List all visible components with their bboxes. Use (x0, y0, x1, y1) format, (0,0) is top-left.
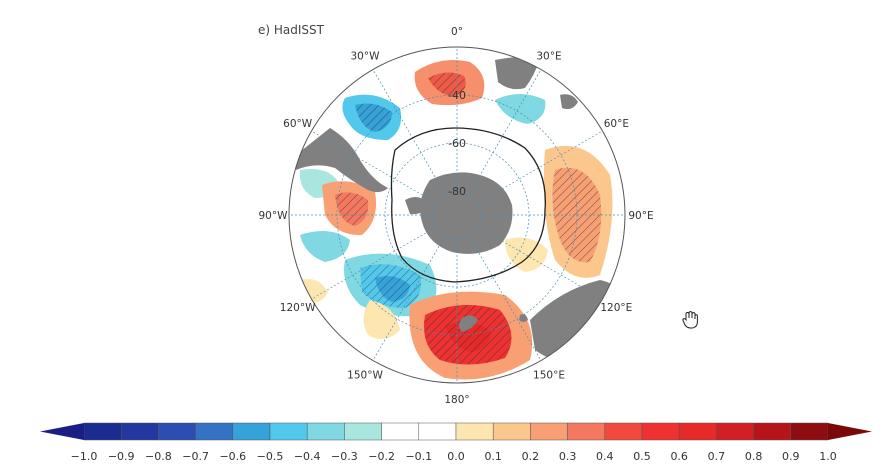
colorbar-swatch (232, 422, 271, 441)
colorbar-tick-label: −0.7 (182, 450, 209, 463)
colorbar-tick-label: 0.1 (484, 450, 502, 463)
colorbar-swatch (678, 422, 717, 441)
ice-edge-contour (390, 127, 546, 283)
colorbar-tick-label: −0.4 (294, 450, 321, 463)
meridian-line (468, 235, 542, 361)
longitude-label: 150°E (533, 369, 565, 381)
longitude-label: 30°E (536, 51, 561, 63)
colorbar (40, 422, 872, 441)
meridian-line (372, 69, 446, 195)
colorbar-tick-label: 0.4 (596, 450, 614, 463)
longitude-labels: 0° 30°E 60°E 90°E 120°E 150°E 180° 150°W 120°W 90… (259, 26, 654, 406)
colorbar-tick-label: 1.0 (819, 450, 837, 463)
meridian-line (477, 130, 603, 204)
colorbar-tick-label: 0.9 (782, 450, 800, 463)
longitude-label: 90°E (628, 210, 653, 222)
longitude-label: 120°W (280, 302, 316, 314)
meridian-line (372, 235, 446, 361)
longitude-label: 150°W (347, 369, 383, 381)
colorbar-swatch (381, 422, 420, 441)
colorbar-swatch (455, 422, 494, 441)
colorbar-swatch (83, 422, 122, 441)
colorbar-tick-label: 0.6 (670, 450, 688, 463)
colorbar-tick-label: −0.9 (108, 450, 135, 463)
antarctica-land (405, 172, 513, 254)
colorbar-swatch (269, 422, 308, 441)
latitude-label: -60 (448, 137, 466, 150)
colorbar-tick-label: −0.3 (331, 450, 358, 463)
meridian-line (311, 226, 437, 300)
map-border (288, 46, 626, 384)
graticule (289, 47, 625, 383)
colorbar-tick-label: −0.1 (405, 450, 432, 463)
colorbar-tick-label: 0.3 (559, 450, 577, 463)
latitude-labels: -40 -60 -80 (448, 89, 466, 198)
colorbar-tick-label: −0.6 (219, 450, 246, 463)
colorbar-tick-label: 0.2 (522, 450, 540, 463)
south-america-land (296, 128, 388, 193)
landmasses (296, 56, 625, 366)
latitude-label: -40 (448, 89, 466, 102)
colorbar-swatch (567, 422, 606, 441)
colorbar-tick-label: 0.7 (708, 450, 726, 463)
longitude-label: 120°E (600, 302, 632, 314)
colorbar-tick-label: 0.5 (633, 450, 651, 463)
colorbar-tick-label: 0.0 (447, 450, 465, 463)
meridian-line (477, 226, 603, 300)
colorbar-under-arrow (40, 423, 84, 440)
colorbar-tick-label: 0.8 (745, 450, 763, 463)
new-zealand-land (459, 315, 478, 332)
colorbar-swatch (530, 422, 568, 441)
hand-cursor-icon (682, 311, 698, 329)
latitude-label: -80 (448, 185, 466, 198)
colorbar-swatch (418, 422, 457, 441)
meridian-line (468, 69, 542, 195)
madagascar-land (560, 94, 578, 110)
meridian-line (311, 130, 437, 204)
colorbar-swatch (195, 422, 234, 441)
longitude-label: 60°W (283, 118, 313, 130)
colorbar-over-arrow (828, 423, 872, 440)
longitude-label: 60°E (604, 118, 629, 130)
colorbar-swatch (158, 422, 196, 441)
colorbar-swatch (790, 422, 829, 441)
colorbar-swatch (120, 422, 159, 441)
colorbar-swatch (306, 422, 345, 441)
longitude-label: 90°W (259, 210, 289, 222)
colorbar-swatch (492, 422, 531, 441)
panel-title: e) HadISST (258, 23, 325, 37)
colorbar-tick-label: −0.8 (145, 450, 172, 463)
colorbar-tick-label: −1.0 (71, 450, 98, 463)
longitude-label: 0° (451, 26, 463, 38)
colorbar-swatch (753, 422, 792, 441)
colorbar-tick-label: −0.5 (257, 450, 284, 463)
colorbar-tick-label: −0.2 (368, 450, 395, 463)
longitude-label: 30°W (351, 51, 381, 63)
polar-map (289, 47, 625, 383)
colorbar-swatch (716, 422, 754, 441)
colorbar-tick-labels: −1.0 −0.9 −0.8 −0.7 −0.6 −0.5 −0.4 −0.3 −0.2 −0.1… (71, 450, 837, 463)
colorbar-swatch (344, 422, 382, 441)
colorbar-swatch (604, 422, 643, 441)
africa-land (495, 56, 540, 90)
longitude-label: 180° (444, 394, 469, 406)
colorbar-swatch (641, 422, 680, 441)
